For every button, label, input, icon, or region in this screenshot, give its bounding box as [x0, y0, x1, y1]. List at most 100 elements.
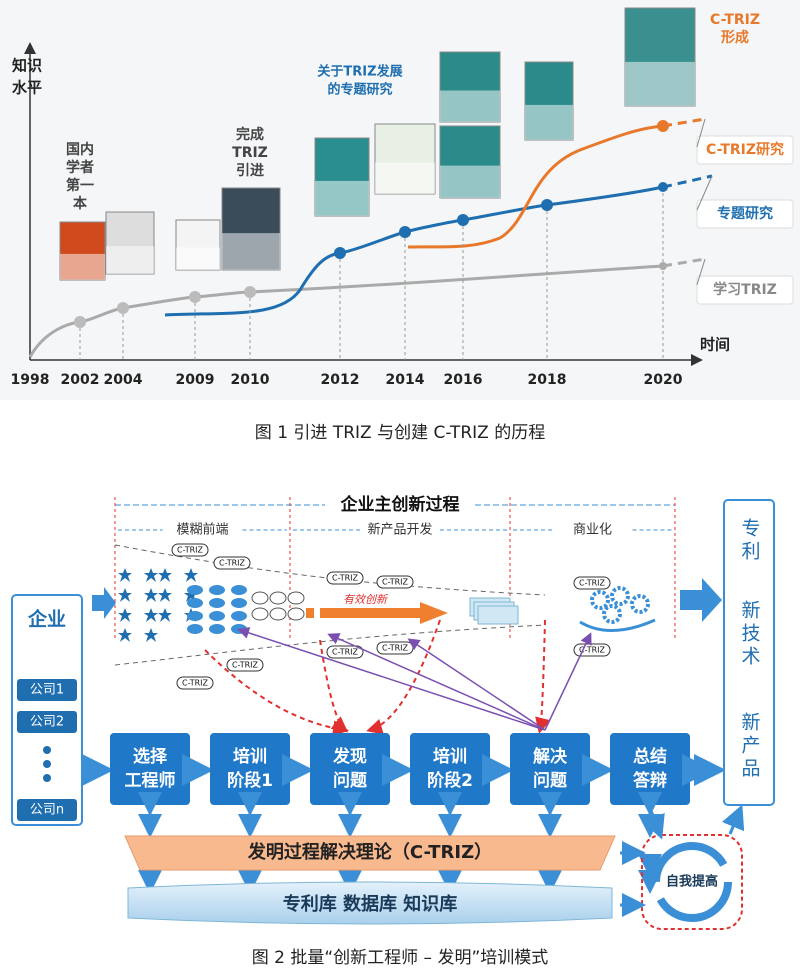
idea-star — [158, 588, 172, 602]
step-box — [510, 733, 590, 805]
phase-label: 模糊前端 — [176, 522, 228, 538]
output-label: 专利 — [739, 518, 761, 564]
step-label: 阶段1 — [227, 770, 273, 791]
milestone-dot — [399, 226, 411, 238]
hand — [579, 618, 656, 632]
idea-star — [144, 628, 158, 642]
self-arrow — [722, 804, 745, 835]
curve-ctriz — [407, 124, 664, 249]
gear — [590, 590, 610, 610]
curve-label-box — [696, 199, 794, 229]
connector — [696, 118, 706, 148]
curve-label-box — [696, 135, 794, 165]
tag-box — [573, 643, 611, 657]
idea-ring — [287, 591, 305, 605]
idea-dot — [231, 611, 247, 621]
annotation: C-TRIZ — [710, 12, 760, 28]
idea-star — [144, 588, 158, 602]
curve-label: 专题研究 — [717, 205, 773, 222]
y-axis-label: 水平 — [12, 79, 42, 97]
ellipsis-dot — [43, 774, 51, 782]
milestone-dot — [541, 199, 553, 211]
milestone-dot — [244, 286, 256, 298]
tag-box — [213, 556, 251, 570]
idea-star — [118, 628, 132, 642]
book-cover-band — [176, 247, 220, 270]
solve-arrow — [237, 627, 546, 731]
curve-topic-ext — [662, 174, 713, 189]
gear — [602, 604, 622, 624]
phase-label: 新产品开发 — [367, 522, 432, 538]
tag-box — [171, 543, 209, 557]
annotation: 完成 — [236, 126, 264, 143]
output-label: 新技术 — [739, 600, 761, 669]
ellipsis-dot — [43, 746, 51, 754]
idea-dot — [231, 624, 247, 634]
feedback-red — [535, 619, 551, 734]
milestone-dot — [659, 262, 667, 270]
book-cover-band — [625, 61, 695, 106]
annotation: 国内 — [66, 141, 94, 158]
connector — [696, 258, 706, 286]
y-axis-label: 知识 — [12, 57, 42, 75]
year-label: 2020 — [644, 372, 683, 388]
milestone-dot — [74, 316, 86, 328]
ellipsis-dot — [43, 760, 51, 768]
book-cover-band — [375, 162, 435, 194]
curve-label-box — [696, 275, 794, 305]
company-box — [17, 711, 77, 733]
company-box — [17, 799, 77, 821]
flow-arrow — [92, 587, 116, 619]
step-label: 工程师 — [125, 770, 176, 791]
year-label: 2012 — [321, 372, 360, 388]
annotation: TRIZ — [232, 145, 268, 161]
self-frame — [641, 834, 743, 930]
step-label: 答辩 — [633, 770, 667, 791]
tag-box — [176, 676, 214, 690]
tag-box — [326, 571, 364, 585]
fig2-title: 企业主创新过程 — [340, 494, 460, 515]
enterprise-box — [11, 594, 83, 826]
self-cycle — [652, 842, 732, 922]
feedback-red — [366, 619, 441, 735]
idea-star — [144, 608, 158, 622]
connector — [696, 175, 713, 211]
annotation: 第一 — [66, 177, 94, 194]
curve-label: C-TRIZ研究 — [706, 141, 784, 158]
annotation: 关于TRIZ发展 — [317, 64, 403, 80]
step-label: 培训 — [433, 746, 467, 767]
step-label: 问题 — [533, 770, 568, 791]
idea-star — [118, 588, 132, 602]
idea-ring — [251, 607, 269, 621]
year-label: 2014 — [386, 372, 425, 388]
idea-star — [158, 608, 172, 622]
annotation: 形成 — [721, 29, 749, 46]
idea-star — [158, 568, 172, 582]
step-box — [210, 733, 290, 805]
funnel-bottom — [114, 624, 546, 666]
idea-star — [118, 608, 132, 622]
company-label: 公司2 — [30, 715, 64, 730]
tag-box — [326, 645, 364, 659]
idea-dot — [231, 585, 247, 595]
ctriz-tag: C-TRIZ — [579, 579, 606, 588]
idea-dot — [187, 624, 203, 634]
theory-label: 发明过程解决理论（C-TRIZ） — [247, 841, 492, 863]
self-label: 自我提高 — [666, 874, 718, 890]
funnel-label: 有效创新 — [343, 593, 389, 606]
book-cover-band — [106, 246, 154, 274]
idea-dot — [209, 598, 225, 608]
idea-dot — [209, 585, 225, 595]
ctriz-tag: C-TRIZ — [382, 578, 409, 587]
curve-label: 学习TRIZ — [713, 281, 777, 298]
step-box — [610, 733, 690, 805]
phase-label: 商业化 — [573, 523, 612, 538]
milestone-dot — [657, 120, 669, 132]
company-label: 公司n — [30, 803, 64, 818]
flow-arrow — [680, 578, 722, 622]
feedback-red — [319, 639, 349, 733]
idea-dot — [231, 598, 247, 608]
idea-dot — [187, 585, 203, 595]
dev-seg — [306, 608, 314, 618]
